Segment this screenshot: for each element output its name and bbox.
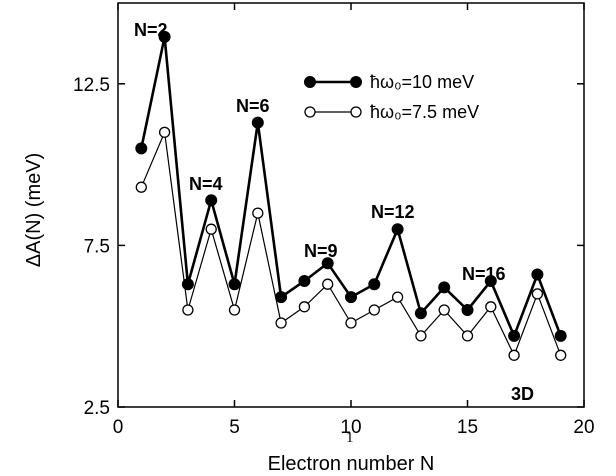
data-point-series-0 (461, 304, 474, 316)
data-point-series-1 (205, 223, 217, 235)
x-tick-label: 20 (573, 417, 594, 438)
data-point-series-0 (391, 223, 404, 236)
data-point-series-1 (485, 301, 497, 313)
y-tick-label: 2.5 (84, 398, 110, 419)
data-point-series-0 (158, 30, 171, 43)
x-axis-title: Electron number N (268, 453, 435, 475)
legend-marker-7-5mev (304, 106, 316, 118)
y-axis-title: ΔA(N) (meV) (23, 153, 45, 267)
data-point-series-0 (275, 291, 288, 304)
data-point-series-0 (438, 281, 451, 294)
annotation-n4: N=4 (189, 174, 223, 194)
x-tick-label: 15 (457, 417, 478, 438)
data-point-series-1 (391, 291, 404, 303)
annotation-n9: N=9 (304, 241, 338, 261)
annotation-n2: N=2 (134, 20, 168, 40)
stray-mark: 1 (346, 430, 354, 446)
data-point-series-1 (508, 349, 520, 361)
legend-marker-7-5mev-end (350, 106, 362, 118)
plot-frame (117, 2, 585, 408)
y-tick-label: 7.5 (84, 236, 110, 257)
x-tick-label: 10 (340, 417, 361, 438)
legend-label-10mev: ħω₀=10 meV (370, 72, 474, 92)
data-point-series-1 (345, 317, 357, 329)
data-point-series-0 (345, 291, 357, 304)
x-tick-label: 0 (113, 417, 124, 438)
data-point-series-1 (368, 304, 380, 316)
legend: ħω₀=10 meV ħω₀=7.5 meV (304, 72, 479, 122)
legend-marker-10mev (304, 76, 316, 88)
data-point-series-0 (135, 142, 148, 155)
data-point-series-0 (554, 329, 567, 342)
y-tick-label: 12.5 (73, 75, 110, 96)
data-point-series-1 (415, 330, 427, 342)
annotation-3d: 3D (511, 384, 534, 404)
data-point-series-1 (228, 304, 241, 316)
data-point-series-1 (531, 288, 544, 300)
data-point-series-0 (321, 257, 334, 270)
data-point-series-0 (368, 278, 381, 291)
data-point-series-1 (555, 349, 567, 361)
annotation-n12: N=12 (371, 202, 415, 222)
data-point-series-0 (298, 275, 311, 287)
data-point-series-1 (182, 304, 194, 316)
data-point-series-1 (298, 301, 311, 313)
annotation-n6: N=6 (236, 96, 270, 116)
data-point-series-0 (414, 307, 427, 320)
legend-label-7-5mev: ħω₀=7.5 meV (370, 102, 479, 122)
series-points (135, 30, 567, 361)
data-point-series-0 (205, 194, 218, 207)
data-point-series-0 (484, 275, 497, 287)
annotations: N=2 N=4 N=6 N=9 N=12 N=16 3D (134, 20, 534, 404)
data-point-series-0 (228, 278, 241, 291)
data-point-series-1 (252, 207, 264, 219)
legend-marker-10mev-end (350, 76, 362, 88)
axis-ticks: 0 5 10 15 20 2.5 7.5 12.5 (73, 3, 595, 438)
data-point-series-0 (508, 329, 521, 342)
data-point-series-0 (531, 268, 544, 281)
data-point-series-1 (275, 317, 287, 329)
data-point-series-1 (135, 181, 147, 193)
data-point-series-1 (322, 278, 334, 290)
data-point-series-0 (251, 116, 264, 129)
x-tick-label: 5 (229, 417, 240, 438)
annotation-n16: N=16 (462, 264, 506, 284)
data-point-series-0 (181, 278, 194, 291)
data-point-series-1 (461, 330, 474, 342)
data-point-series-1 (438, 304, 450, 316)
data-point-series-1 (158, 126, 171, 138)
